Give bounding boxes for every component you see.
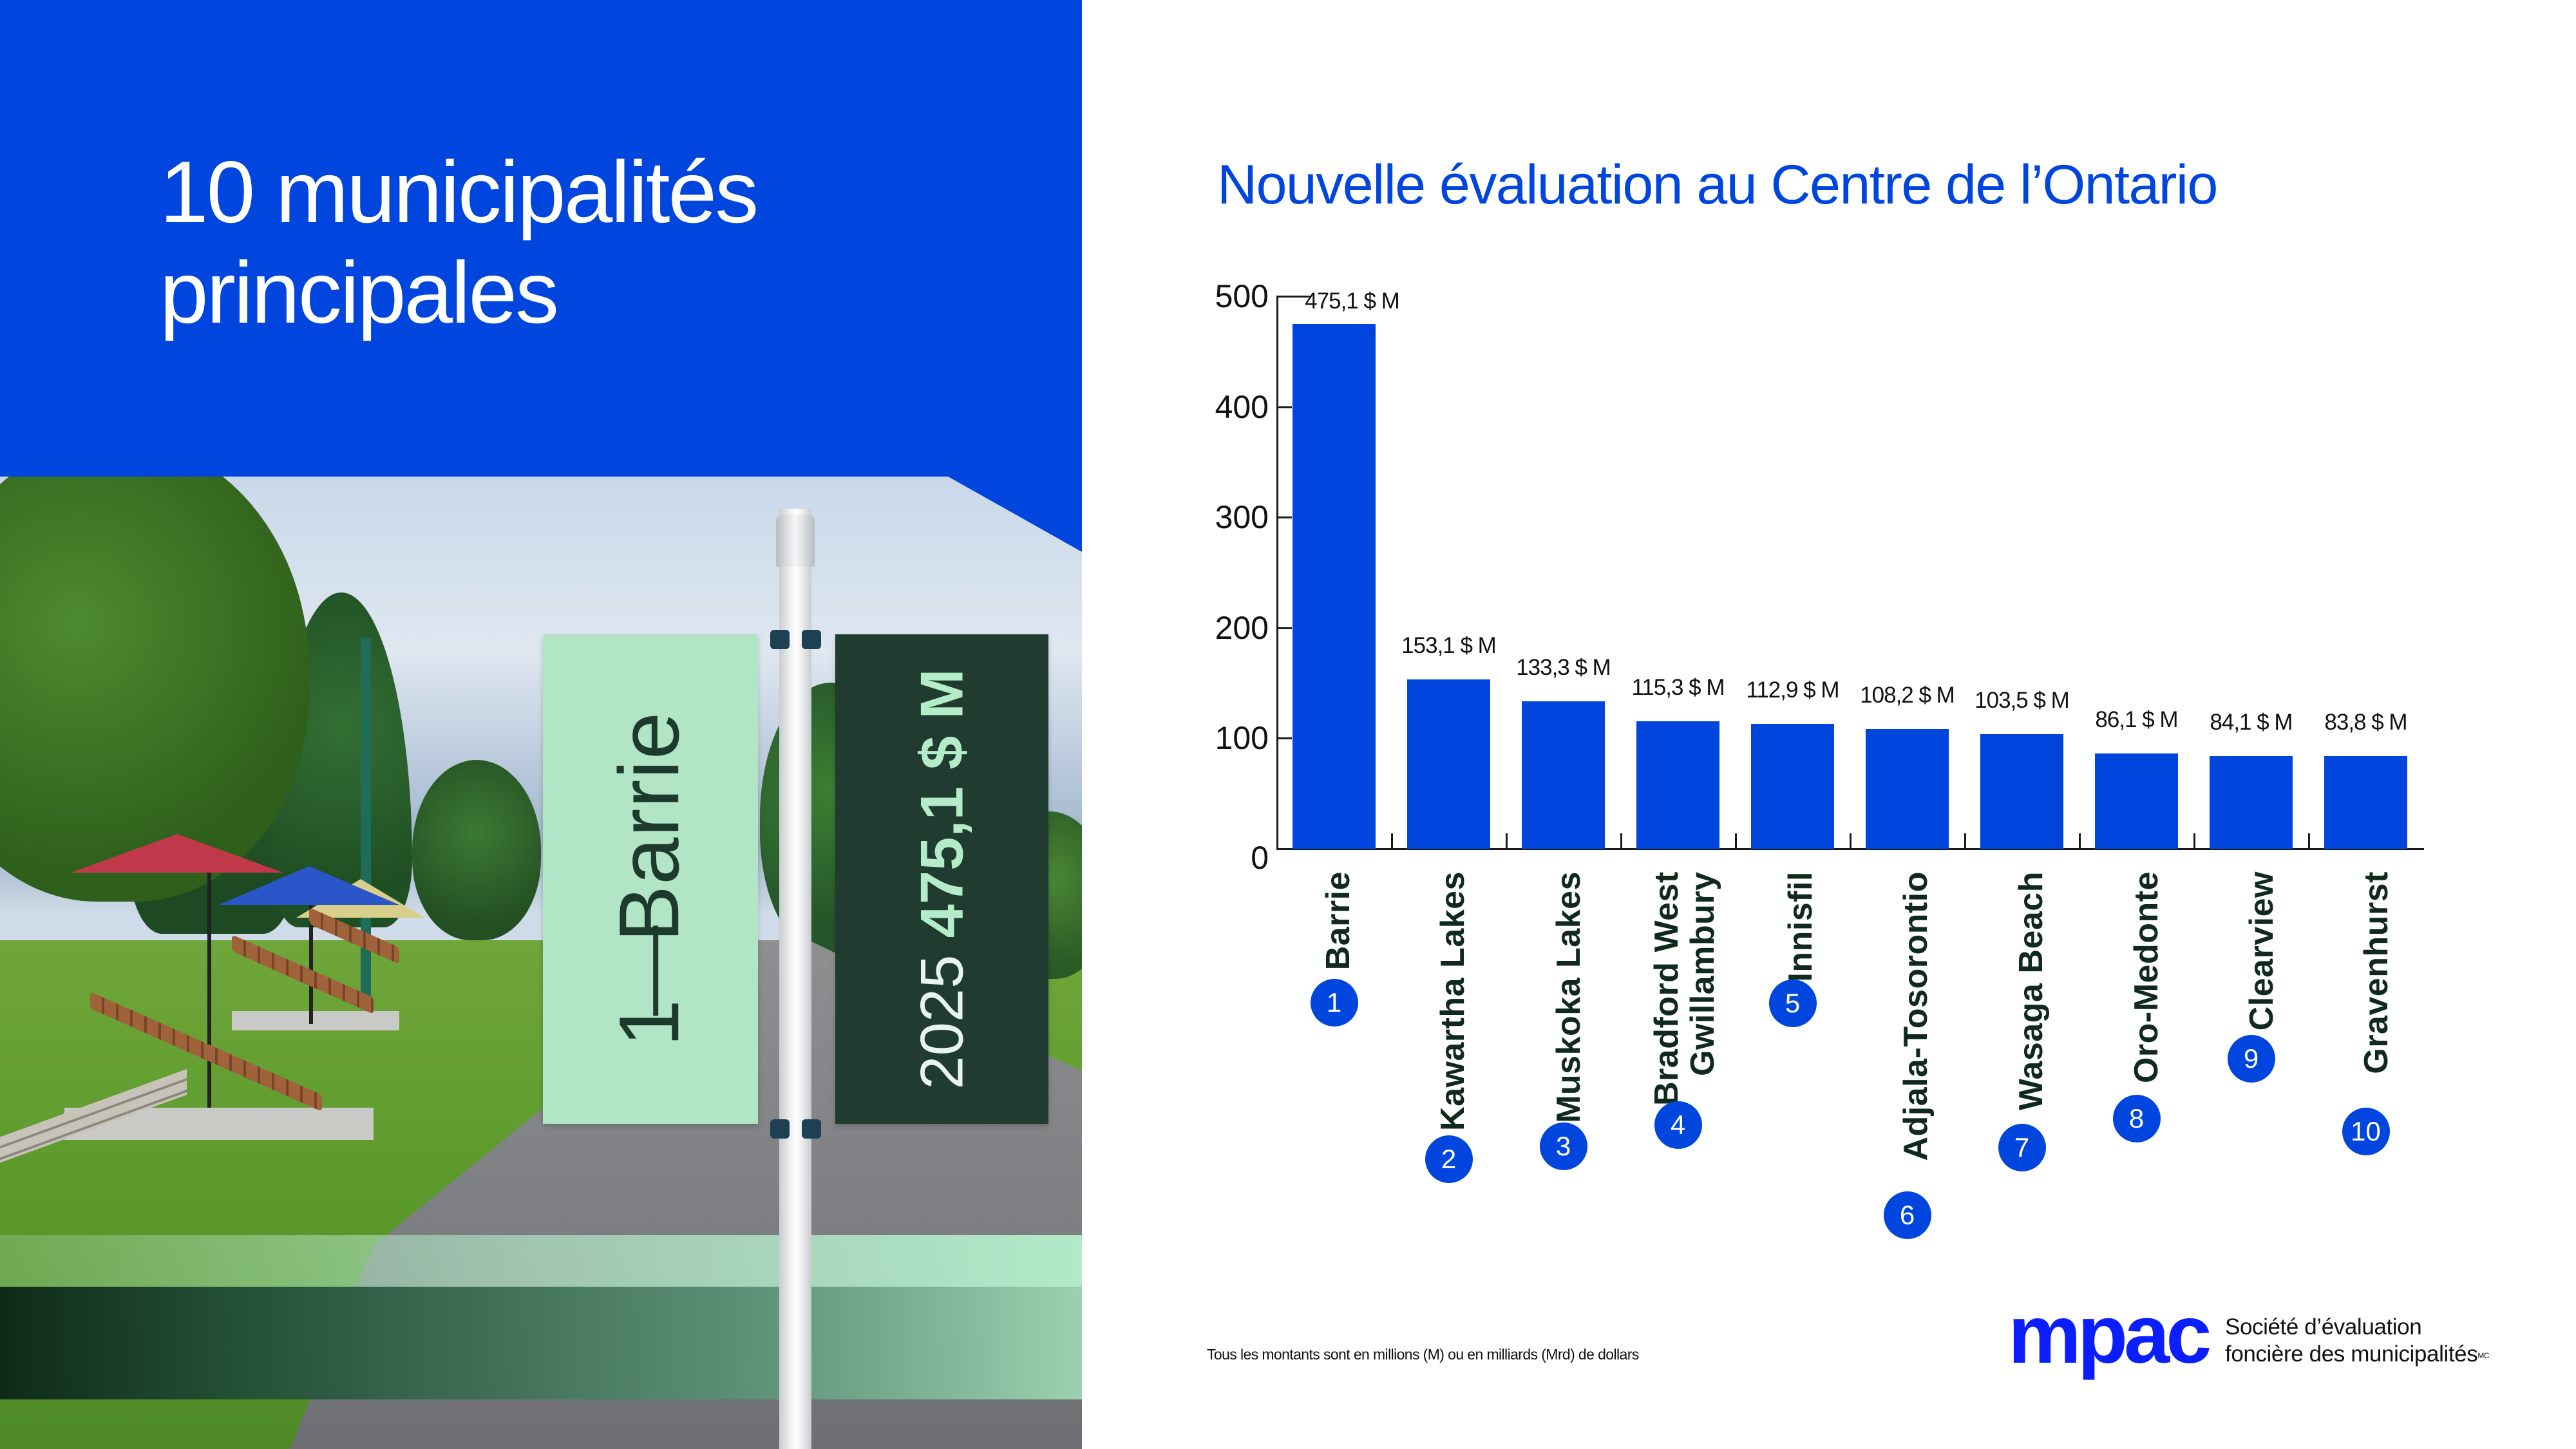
rank-badge: 1	[1310, 979, 1358, 1027]
banner-separator	[653, 925, 659, 1016]
rank-badge: 10	[2342, 1108, 2390, 1155]
bar-value-label: 83,8 $ M	[2324, 710, 2407, 735]
chart-title: Nouvelle évaluation au Centre de l’Ontar…	[1217, 154, 2218, 216]
y-tick-label: 0	[1251, 840, 1269, 876]
pole-bracket	[770, 630, 790, 649]
banner-amount: 2025 475,1 $ M	[835, 634, 1048, 1124]
bar-value-label: 84,1 $ M	[2210, 709, 2293, 735]
category-label: Wasaga Beach	[2012, 871, 2050, 1111]
rank-badge: 3	[1539, 1122, 1587, 1170]
mpac-logo: mpac	[2008, 1289, 2211, 1381]
bar	[2210, 755, 2293, 849]
banner-amount-value: 475,1 $ M	[907, 668, 976, 938]
page-title-line-1: 10 municipalités	[160, 143, 759, 241]
bar	[2324, 756, 2407, 849]
bar-value-label: 153,1 $ M	[1401, 633, 1497, 659]
category-label: Adjala-Tosorontio	[1897, 871, 1935, 1161]
bar-value-label: 115,3 $ M	[1631, 675, 1725, 701]
x-tick	[1850, 833, 1852, 849]
category-label: Barrie	[1320, 871, 1357, 971]
x-tick	[2308, 833, 2310, 849]
umbrella-pole	[309, 895, 313, 1024]
tagline-line-2: foncière des municipalités	[2225, 1341, 2478, 1367]
x-tick	[2079, 833, 2081, 849]
bar-value-label: 475,1 $ M	[1305, 289, 1400, 314]
y-tick-label: 200	[1215, 609, 1269, 646]
banner-municipality-name: Barrie	[601, 711, 696, 942]
rank-badge: 9	[2227, 1035, 2275, 1083]
category-label: Innisfil	[1782, 871, 1819, 982]
x-tick	[1391, 833, 1393, 849]
category-label: Bradford West Gwillambury	[1648, 871, 1721, 1106]
banner-year: 2025	[907, 954, 976, 1090]
rank-badge: 4	[1654, 1101, 1702, 1149]
y-tick	[1276, 516, 1292, 519]
x-tick	[1506, 833, 1508, 849]
bar	[1866, 729, 1949, 849]
bar	[2095, 753, 2178, 849]
bar	[1980, 734, 2063, 849]
rank-badge: 7	[1998, 1124, 2046, 1171]
pole-bracket	[802, 630, 821, 649]
bar-value-label: 133,3 $ M	[1516, 655, 1611, 681]
umbrella-pole	[207, 863, 211, 1108]
category-label: Gravenhurst	[2358, 871, 2395, 1074]
x-tick	[1735, 833, 1737, 849]
banner-rank: 1	[601, 998, 696, 1047]
y-tick	[1276, 406, 1292, 408]
page-title-line-2: principales	[160, 243, 559, 341]
y-tick	[1276, 627, 1292, 629]
y-tick-label: 500	[1215, 278, 1269, 314]
lounge-chair	[232, 934, 374, 1014]
tagline-line-1: Société d’évaluation	[2225, 1314, 2422, 1340]
concrete-slab	[232, 1011, 399, 1030]
category-label: Muskoka Lakes	[1550, 871, 1587, 1123]
y-tick	[1276, 737, 1292, 740]
page-title: 10 municipalités principales	[160, 142, 759, 343]
x-tick	[2193, 833, 2195, 849]
category-label: Clearview	[2243, 871, 2280, 1031]
bar-value-label: 86,1 $ M	[2095, 707, 2178, 733]
bar-value-label: 108,2 $ M	[1860, 683, 1955, 708]
category-label: Kawartha Lakes	[1434, 871, 1472, 1131]
y-tick-label: 100	[1215, 720, 1269, 757]
tree-image	[0, 477, 309, 902]
footnote: Tous les montants sont en millions (M) o…	[1207, 1346, 1639, 1363]
category-label: Oro-Medonte	[2128, 871, 2165, 1084]
y-tick	[1276, 296, 1310, 298]
y-axis	[1276, 296, 1278, 850]
banner-pole	[779, 509, 811, 1449]
pole-bracket	[802, 1119, 821, 1139]
green-gradient-strip	[0, 1287, 1082, 1399]
x-tick	[1964, 833, 1966, 849]
bar-value-label: 112,9 $ M	[1746, 677, 1839, 703]
bar-value-label: 103,5 $ M	[1975, 688, 2070, 714]
bar	[1751, 724, 1834, 849]
bar	[1293, 323, 1376, 849]
rank-badge: 5	[1768, 980, 1817, 1027]
tree-image	[412, 760, 541, 940]
y-tick-label: 300	[1215, 499, 1269, 536]
y-tick-label: 400	[1215, 388, 1269, 425]
mint-accent-strip	[0, 1235, 1082, 1287]
rank-badge: 2	[1425, 1135, 1473, 1183]
bar	[1522, 701, 1605, 849]
rank-badge: 6	[1883, 1191, 1931, 1239]
logo-tagline: Société d’évaluation foncière des munici…	[2225, 1314, 2490, 1368]
bar	[1407, 679, 1490, 849]
bar	[1636, 721, 1719, 849]
title-panel: 10 municipalités principales	[0, 0, 1082, 554]
x-tick	[1620, 833, 1622, 849]
banner-municipality: 1 Barrie	[543, 634, 758, 1124]
rank-badge: 8	[2112, 1095, 2161, 1142]
trademark: MC	[2477, 1351, 2490, 1360]
pole-bracket	[770, 1119, 790, 1139]
pole-cap	[776, 515, 815, 567]
